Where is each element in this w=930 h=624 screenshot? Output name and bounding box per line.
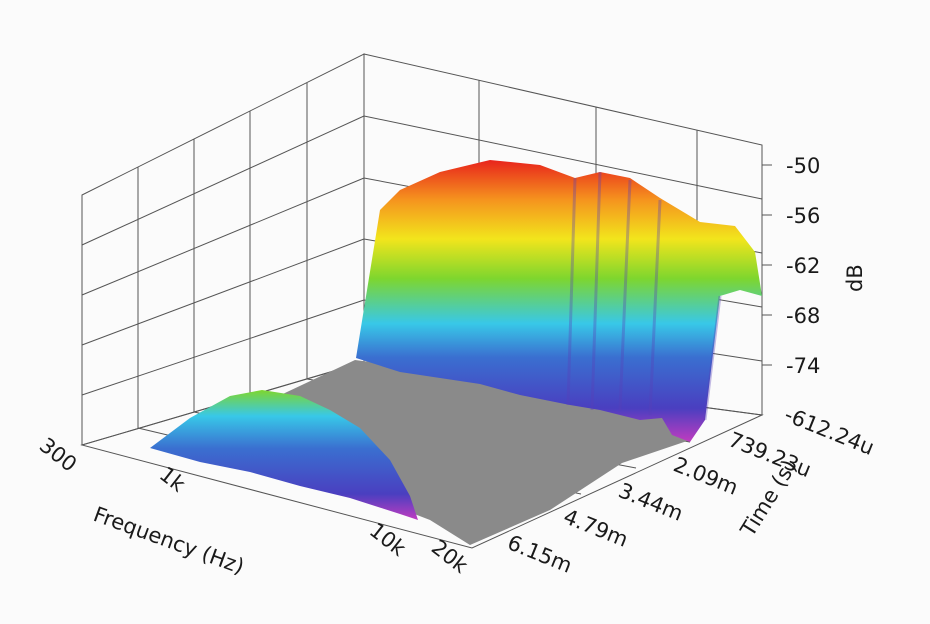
- z-tick-label: -56: [786, 204, 820, 228]
- low-band-surface: [150, 390, 418, 520]
- time-tick-label: 2.09m: [670, 452, 741, 499]
- z-tick-label: -50: [786, 154, 820, 178]
- time-tick-label: 4.79m: [560, 504, 631, 551]
- freq-tick-label: 1k: [155, 462, 191, 497]
- z-axis-title: dB: [843, 264, 867, 292]
- back-left-wall: [81, 53, 365, 446]
- z-tick-label: -62: [786, 254, 820, 278]
- z-tick-label: -74: [786, 354, 820, 378]
- z-axis: -50 -56 -62 -68 -74: [762, 154, 820, 378]
- z-tick-label: -68: [786, 304, 820, 328]
- freq-tick-label: 10k: [365, 518, 411, 561]
- time-tick-label: 3.44m: [615, 478, 686, 525]
- freq-tick-label: 300: [35, 433, 81, 477]
- main-spectrum-surface: [356, 160, 762, 442]
- frequency-axis-title: Frequency (Hz): [90, 502, 247, 579]
- time-tick-label: 6.15m: [504, 530, 575, 577]
- time-axis-title: Time (s): [735, 456, 801, 542]
